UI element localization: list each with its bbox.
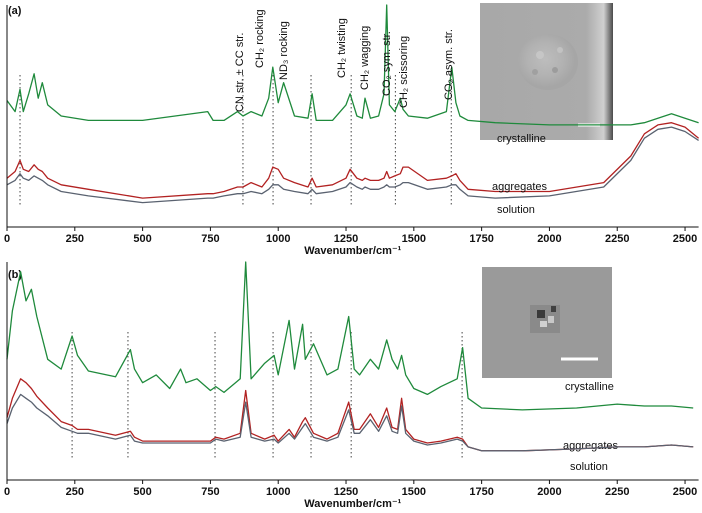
x-tick-label: 1250: [334, 233, 358, 245]
x-tick-label: 1750: [469, 233, 493, 245]
series-label: aggregates: [563, 440, 619, 452]
spectrum-line: [6, 261, 694, 411]
x-tick-label: 250: [66, 486, 84, 498]
x-tick-label: 2000: [537, 486, 561, 498]
spectrum-line: [6, 126, 699, 204]
panel-label: (a): [8, 5, 22, 17]
series-label: solution: [497, 204, 535, 216]
peak-annotation: CO₂ asym. str.: [443, 29, 455, 100]
inset-image-a: [480, 3, 613, 140]
series-label: crystalline: [565, 381, 614, 393]
peak-annotation: CN str. ± CC str.: [234, 33, 246, 112]
peak-annotation: ND₃ rocking: [278, 21, 290, 80]
peak-annotation: CH₂ twisting: [336, 18, 348, 78]
peak-annotation: CO₂ sym. str.: [381, 31, 393, 96]
x-tick-label: 250: [66, 233, 84, 245]
spectrum-line: [6, 393, 694, 452]
peak-annotation: CH₂ scissoring: [398, 36, 410, 108]
x-tick-label: 0: [4, 233, 10, 245]
spectrum-line: [6, 4, 699, 126]
x-tick-label: 1000: [266, 233, 290, 245]
x-tick-label: 1250: [334, 486, 358, 498]
x-tick-label: 2500: [673, 486, 697, 498]
series-label: solution: [570, 461, 608, 473]
x-tick-label: 500: [133, 233, 151, 245]
x-tick-label: 1750: [469, 486, 493, 498]
x-tick-label: 2500: [673, 233, 697, 245]
series-label: aggregates: [492, 181, 548, 193]
spectrum-line: [6, 378, 694, 452]
x-tick-label: 2000: [537, 233, 561, 245]
x-tick-label: 2250: [605, 486, 629, 498]
x-axis-label: Wavenumber/cm⁻¹: [304, 245, 401, 257]
x-tick-label: 1000: [266, 486, 290, 498]
spectrum-line: [6, 122, 700, 199]
x-tick-label: 1500: [402, 486, 426, 498]
peak-annotation: CH₂ rocking: [254, 9, 266, 68]
x-tick-label: 750: [201, 233, 219, 245]
x-tick-label: 500: [133, 486, 151, 498]
x-tick-label: 0: [4, 486, 10, 498]
peak-annotation: CH₂ wagging: [359, 26, 371, 90]
series-label: crystalline: [497, 133, 546, 145]
x-tick-label: 750: [201, 486, 219, 498]
x-tick-label: 2250: [605, 233, 629, 245]
x-axis-label: Wavenumber/cm⁻¹: [304, 498, 401, 510]
x-tick-label: 1500: [402, 233, 426, 245]
inset-image-b: [482, 267, 612, 378]
